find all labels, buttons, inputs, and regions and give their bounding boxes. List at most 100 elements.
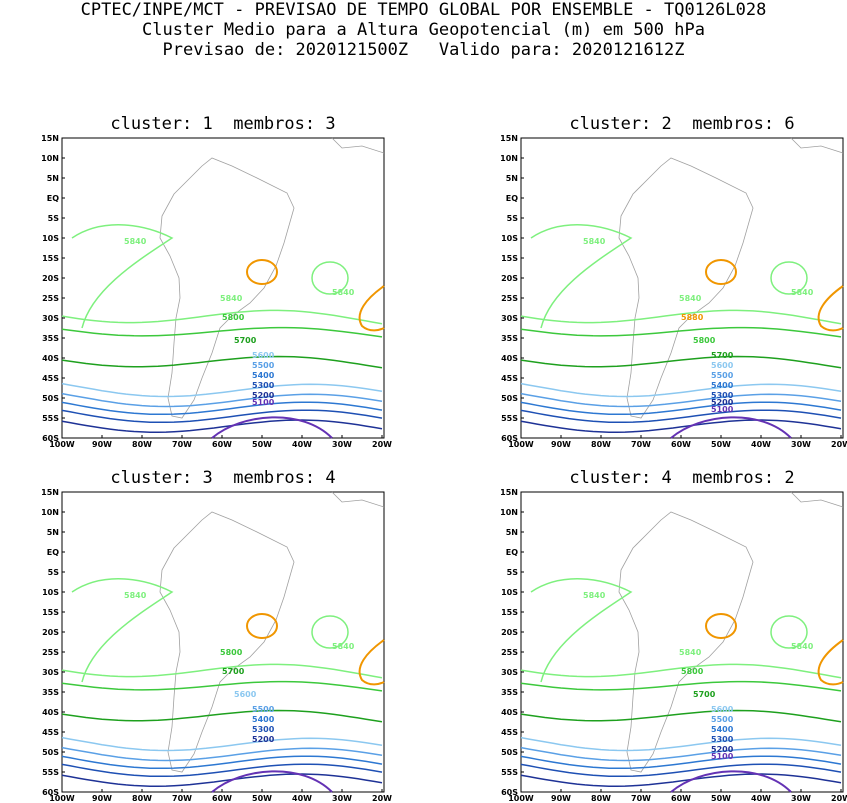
- high-ring: [705, 259, 737, 285]
- contour-5840-west: [71, 578, 174, 683]
- contour-label: 5100: [711, 405, 734, 414]
- lat-tick-label: 50S: [501, 748, 518, 757]
- contour-line: [61, 355, 383, 369]
- lon-tick-label: 70W: [631, 440, 651, 449]
- lat-tick-label: 45S: [42, 728, 59, 737]
- contour-5100: [211, 416, 333, 439]
- lat-tick-label: 55S: [42, 768, 59, 777]
- lat-tick-label: 5S: [48, 568, 60, 577]
- lat-tick-label: 15S: [42, 608, 59, 617]
- contour-label: 5840: [583, 591, 606, 600]
- contour-label: 5800: [693, 336, 716, 345]
- lat-tick-label: 25S: [501, 294, 518, 303]
- lat-tick-label: 10N: [41, 154, 59, 163]
- lat-tick-label: 40S: [42, 354, 59, 363]
- lat-tick-label: 15N: [500, 488, 518, 497]
- lon-tick-label: 30W: [332, 440, 352, 449]
- map-frame: [61, 491, 385, 793]
- contour-label: 5300: [252, 725, 275, 734]
- contour-label: 5700: [234, 336, 257, 345]
- lon-tick-label: 100W: [49, 794, 75, 803]
- lat-tick-label: 10S: [42, 234, 59, 243]
- lat-tick-label: 40S: [42, 708, 59, 717]
- lat-tick-label: 20S: [501, 628, 518, 637]
- contour-label: 5600: [252, 351, 275, 360]
- lon-tick-label: 60W: [212, 440, 232, 449]
- lat-tick-label: 30S: [42, 314, 59, 323]
- contour-line: [61, 763, 383, 778]
- lat-tick-label: 50S: [42, 394, 59, 403]
- panel-1-title: cluster: 1 membros: 3: [110, 114, 336, 134]
- panel-4-title: cluster: 4 membros: 2: [569, 468, 795, 488]
- contour-label: 5200: [252, 735, 275, 744]
- contour-label: 5600: [711, 361, 734, 370]
- lat-tick-label: 55S: [501, 768, 518, 777]
- contour-line: [61, 326, 383, 338]
- lat-tick-label: 35S: [42, 334, 59, 343]
- lon-tick-label: 70W: [631, 794, 651, 803]
- high-east: [817, 285, 844, 332]
- lon-tick-label: 50W: [252, 794, 272, 803]
- lat-tick-label: 55S: [501, 414, 518, 423]
- africa-coast: [790, 491, 844, 508]
- contour-line: [61, 382, 383, 398]
- lat-tick-label: 15S: [42, 254, 59, 263]
- contour-label: 5100: [252, 398, 275, 407]
- lon-tick-label: 30W: [791, 440, 811, 449]
- lon-tick-label: 60W: [671, 440, 691, 449]
- lat-tick-label: 35S: [42, 688, 59, 697]
- lat-tick-label: 60S: [42, 434, 59, 443]
- contour-line: [520, 663, 842, 679]
- lat-tick-label: EQ: [506, 194, 518, 203]
- lat-tick-label: 45S: [501, 374, 518, 383]
- lat-tick-label: 25S: [501, 648, 518, 657]
- contour-label: 5880: [681, 313, 704, 322]
- lat-tick-label: 15N: [41, 134, 59, 143]
- lat-tick-label: EQ: [506, 548, 518, 557]
- header-line-3: Previsao de: 2020121500Z Valido para: 20…: [162, 40, 685, 60]
- lat-tick-label: 5N: [506, 174, 518, 183]
- continent-outline: [159, 157, 295, 419]
- lon-tick-label: 80W: [132, 440, 152, 449]
- contour-line: [520, 746, 842, 762]
- lon-tick-label: 90W: [551, 440, 571, 449]
- lat-tick-label: 20S: [42, 274, 59, 283]
- contour-5840-west: [71, 224, 174, 329]
- africa-coast: [790, 137, 844, 154]
- lat-tick-label: 5N: [506, 528, 518, 537]
- contour-label: 5800: [681, 667, 704, 676]
- lat-tick-label: 5N: [47, 174, 59, 183]
- contour-line: [61, 746, 383, 762]
- lat-tick-label: 5S: [507, 214, 519, 223]
- lon-tick-label: 100W: [508, 794, 534, 803]
- contour-label: 5600: [234, 690, 257, 699]
- contour-label: 5300: [252, 381, 275, 390]
- lon-tick-label: 40W: [751, 440, 771, 449]
- lon-tick-label: 100W: [49, 440, 75, 449]
- contour-line: [520, 736, 842, 752]
- contour-label: 5840: [791, 642, 814, 651]
- contour-label: 5840: [124, 591, 147, 600]
- contour-line: [61, 663, 383, 679]
- contour-line: [520, 419, 842, 433]
- lat-tick-label: 10N: [500, 508, 518, 517]
- contour-line: [520, 326, 842, 338]
- high-ring: [246, 259, 278, 285]
- contour-line: [61, 709, 383, 723]
- lat-tick-label: 10N: [500, 154, 518, 163]
- lon-tick-label: 20W: [372, 794, 392, 803]
- contour-line: [520, 763, 842, 778]
- lat-tick-label: 35S: [501, 688, 518, 697]
- contour-line: [520, 709, 842, 723]
- contour-5840-ring: [311, 615, 349, 649]
- contour-label: 5840: [332, 288, 355, 297]
- contour-line: [61, 392, 383, 408]
- panel-3-title: cluster: 3 membros: 4: [110, 468, 336, 488]
- lon-tick-label: 60W: [212, 794, 232, 803]
- panel-2-title: cluster: 2 membros: 6: [569, 114, 795, 134]
- lat-tick-label: 30S: [501, 668, 518, 677]
- continent-outline: [618, 511, 754, 773]
- lon-tick-label: 30W: [332, 794, 352, 803]
- high-east: [817, 639, 844, 686]
